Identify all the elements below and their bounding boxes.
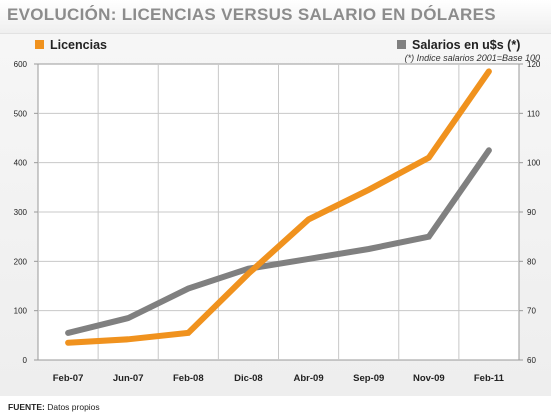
x-tick-label: Jun-07 — [113, 373, 144, 384]
legend-item-licencias: Licencias — [35, 38, 107, 52]
y-left-tick-label: 200 — [14, 257, 28, 266]
footer-label: FUENTE: — [8, 402, 45, 412]
y-left-tick-label: 600 — [14, 60, 28, 69]
y-left-tick-label: 100 — [14, 307, 28, 316]
y-right-tick-label: 60 — [527, 356, 536, 365]
x-tick-label: Feb-07 — [53, 373, 84, 384]
y-right-tick-label: 90 — [527, 208, 536, 217]
legend-label-salarios: Salarios en u$s (*) — [412, 38, 521, 52]
x-tick-label: Nov-09 — [413, 373, 445, 384]
legend-item-salarios: Salarios en u$s (*) — [397, 38, 520, 52]
y-right-tick-label: 120 — [527, 60, 541, 69]
footer: FUENTE: Datos propios — [8, 402, 100, 412]
series-line-salarios — [65, 147, 492, 336]
y-left-tick-label: 0 — [23, 356, 28, 365]
x-tick-label: Abr-09 — [294, 373, 324, 384]
chart-title: EVOLUCIÓN: LICENCIAS VERSUS SALARIO EN D… — [7, 5, 496, 24]
x-tick-label: Feb-11 — [474, 373, 505, 384]
legend-swatch-licencias — [35, 40, 44, 49]
title-bar: EVOLUCIÓN: LICENCIAS VERSUS SALARIO EN D… — [0, 0, 551, 34]
y-left-tick-label: 300 — [14, 208, 28, 217]
y-left-tick-label: 400 — [14, 159, 28, 168]
x-tick-label: Sep-09 — [353, 373, 384, 384]
y-right-tick-label: 100 — [527, 159, 541, 168]
x-tick-label: Feb-08 — [173, 373, 204, 384]
y-right-tick-label: 70 — [527, 307, 536, 316]
legend-swatch-salarios — [397, 40, 406, 49]
x-tick-label: Dic-08 — [234, 373, 263, 384]
y-right-tick-label: 110 — [527, 109, 540, 118]
legend-label-licencias: Licencias — [50, 38, 107, 52]
footer-text: Datos propios — [47, 402, 100, 412]
index-note: (*) Indice salarios 2001=Base 100 — [404, 53, 540, 63]
y-right-tick-label: 80 — [527, 257, 536, 266]
series-line-licencias — [65, 68, 492, 346]
y-left-tick-label: 500 — [14, 109, 28, 118]
